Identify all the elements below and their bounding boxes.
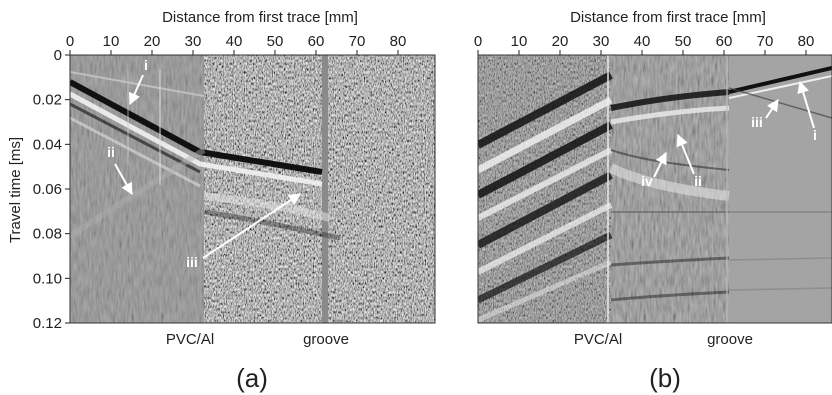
y-ticks: 0 0.02 0.04 0.06 0.08 0.10 0.12 (33, 47, 70, 332)
arrow-b-ii (676, 133, 695, 175)
x-tick-label-a-5: 50 (267, 33, 284, 50)
annotation-a-ii: ii (107, 144, 115, 160)
annotation-b-i: i (813, 127, 817, 143)
arrow-a-i (128, 74, 144, 106)
arrow-b-iv (653, 151, 667, 178)
x-tick-label-a-3: 30 (185, 33, 202, 50)
frame-b (477, 54, 832, 324)
y-axis-title: Travel time [ms] (7, 137, 24, 243)
annotation-a-i: i (144, 57, 148, 73)
x-ticks-b: 0 10 20 30 40 50 60 70 80 (474, 33, 815, 55)
x-tick-label-a-0: 0 (66, 33, 74, 50)
x-tick-label-a-2: 20 (144, 33, 161, 50)
annotations-a: i ii iii (107, 57, 302, 270)
annotations-b: iii i iv ii (641, 80, 817, 189)
x-tick-label-a-8: 80 (390, 33, 407, 50)
y-tick-label-2: 0.04 (33, 136, 62, 153)
x-tick-label-a-4: 40 (226, 33, 243, 50)
x-tick-label-b-4: 40 (634, 33, 651, 50)
boundary-label-groove-b: groove (707, 331, 753, 348)
x-ticks-a: 0 10 20 30 40 50 60 70 80 (66, 33, 407, 55)
x-tick-label-b-0: 0 (474, 33, 482, 50)
arrow-b-iii (765, 99, 779, 119)
x-tick-label-b-7: 70 (757, 33, 774, 50)
arrow-a-ii (114, 163, 133, 196)
y-tick-label-3: 0.06 (33, 181, 62, 198)
x-tick-label-b-2: 20 (552, 33, 569, 50)
y-tick-label-1: 0.02 (33, 92, 62, 109)
y-tick-label-4: 0.08 (33, 226, 62, 243)
seismic-panel-a (70, 55, 435, 323)
y-tick-label-6: 0.12 (33, 315, 62, 332)
x-axis-title-a: Distance from first trace [mm] (162, 9, 358, 26)
y-tick-label-5: 0.10 (33, 270, 62, 287)
arrow-a-iii (202, 193, 302, 259)
boundary-label-groove-a: groove (303, 331, 349, 348)
panel-label-b: (b) (649, 363, 681, 393)
seismic-panel-b (478, 55, 832, 323)
x-axis-title-b: Distance from first trace [mm] (570, 9, 766, 26)
arrow-b-i (797, 80, 815, 129)
annotation-a-iii: iii (186, 254, 198, 270)
annotation-b-iii: iii (751, 114, 763, 130)
boundary-label-pvc-al-b: PVC/Al (574, 331, 622, 348)
x-tick-label-b-3: 30 (593, 33, 610, 50)
x-tick-label-a-7: 70 (349, 33, 366, 50)
y-tick-label-0: 0 (54, 47, 62, 64)
annotation-b-ii: ii (694, 173, 702, 189)
x-tick-label-a-6: 60 (308, 33, 325, 50)
x-tick-label-b-8: 80 (798, 33, 815, 50)
x-tick-label-b-5: 50 (675, 33, 692, 50)
panel-label-a: (a) (236, 363, 268, 393)
x-tick-label-b-1: 10 (511, 33, 528, 50)
annotation-b-iv: iv (641, 173, 653, 189)
x-tick-label-b-6: 60 (716, 33, 733, 50)
boundary-label-pvc-al-a: PVC/Al (166, 331, 214, 348)
x-tick-label-a-1: 10 (103, 33, 120, 50)
